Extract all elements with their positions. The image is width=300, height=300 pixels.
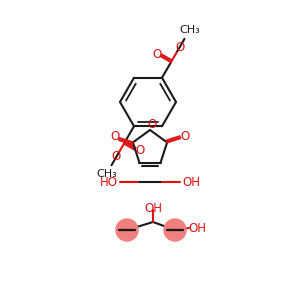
Circle shape xyxy=(116,219,138,241)
Circle shape xyxy=(164,219,186,241)
Text: O: O xyxy=(135,144,144,157)
Text: O: O xyxy=(152,48,162,61)
Text: O: O xyxy=(112,150,121,163)
Text: OH: OH xyxy=(144,202,162,214)
Text: OH: OH xyxy=(182,176,200,188)
Text: O: O xyxy=(147,118,157,131)
Text: OH: OH xyxy=(188,221,206,235)
Text: O: O xyxy=(110,130,119,143)
Text: CH₃: CH₃ xyxy=(96,169,117,179)
Text: O: O xyxy=(181,130,190,143)
Text: O: O xyxy=(175,41,184,54)
Text: HO: HO xyxy=(100,176,118,188)
Text: CH₃: CH₃ xyxy=(179,25,200,35)
